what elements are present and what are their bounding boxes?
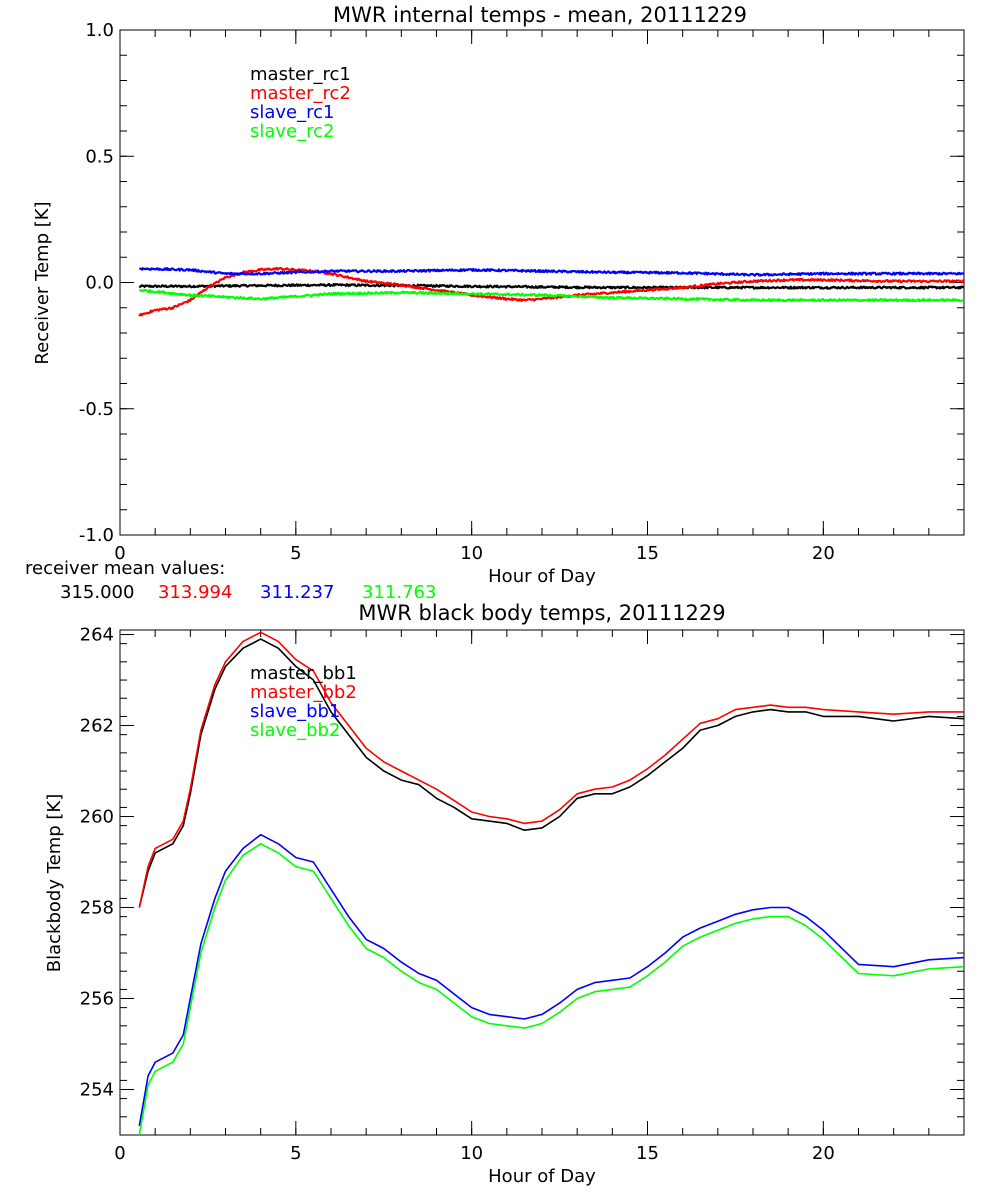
series-line-slave_rc1 — [138, 267, 965, 277]
mean-value: 311.237 — [260, 582, 334, 603]
x-tick-label: 0 — [114, 543, 125, 564]
chart-title: MWR black body temps, 20111229 — [358, 601, 725, 625]
legend-entry: slave_bb2 — [250, 720, 340, 741]
legend: master_rc1 master_rc2 slave_rc1 slave_rc… — [250, 64, 351, 142]
mean-values-label: receiver mean values: — [25, 558, 225, 579]
legend-entry: master_rc2 — [250, 83, 351, 104]
y-tick-label: 0.5 — [85, 146, 114, 167]
x-axis-label: Hour of Day — [488, 1166, 596, 1187]
x-axis-ticks: 0 5 10 15 20 — [114, 630, 965, 1164]
series-line-slave_bb2 — [138, 842, 965, 1136]
y-tick-label: -0.5 — [79, 399, 114, 420]
legend-entry: master_bb2 — [250, 682, 357, 703]
y-axis-ticks: 254 256 258 260 262 264 — [80, 625, 964, 1136]
mean-value: 315.000 — [60, 582, 134, 603]
series-line-master_rc1 — [138, 283, 965, 290]
y-tick-label: 254 — [80, 1080, 114, 1101]
series-line-master_bb2 — [138, 631, 964, 908]
series-line-master_bb1 — [138, 638, 965, 908]
series-lines — [138, 266, 965, 317]
y-tick-label: 0.0 — [85, 273, 114, 294]
series-line-slave_rc2 — [139, 288, 965, 303]
x-tick-label: 15 — [636, 543, 659, 564]
y-tick-label: 256 — [80, 989, 114, 1010]
x-tick-label: 10 — [460, 543, 483, 564]
series-lines — [138, 631, 965, 1136]
x-tick-label: 20 — [812, 543, 835, 564]
mean-value: 311.763 — [362, 582, 436, 603]
legend-entry: master_rc1 — [250, 64, 351, 85]
legend-entry: master_bb1 — [250, 663, 357, 684]
y-axis-label: Receiver Temp [K] — [32, 201, 53, 364]
legend-entry: slave_rc1 — [250, 102, 335, 123]
series-line-master_rc2 — [138, 266, 965, 317]
x-axis-label: Hour of Day — [488, 566, 596, 587]
chart-title: MWR internal temps - mean, 20111229 — [333, 3, 747, 27]
mean-values: 315.000 313.994 311.237 311.763 — [60, 582, 436, 603]
legend: master_bb1 master_bb2 slave_bb1 slave_bb… — [250, 663, 357, 741]
y-axis-label: Blackbody Temp [K] — [44, 794, 65, 972]
x-tick-label: 0 — [114, 1143, 125, 1164]
mean-value: 313.994 — [158, 582, 232, 603]
x-axis-ticks: 0 5 10 15 20 — [114, 30, 965, 564]
x-tick-label: 5 — [290, 1143, 301, 1164]
legend-entry: slave_rc2 — [250, 121, 335, 142]
receiver-temp-chart: MWR internal temps - mean, 20111229 -1.0… — [25, 3, 965, 603]
y-tick-label: -1.0 — [79, 525, 114, 546]
y-tick-label: 1.0 — [85, 20, 114, 41]
x-tick-label: 20 — [812, 1143, 835, 1164]
y-tick-label: 264 — [80, 625, 114, 646]
y-tick-label: 262 — [80, 716, 114, 737]
x-tick-label: 15 — [636, 1143, 659, 1164]
blackbody-temp-chart: MWR black body temps, 20111229 254 256 258… — [44, 601, 965, 1187]
y-tick-label: 260 — [80, 807, 114, 828]
x-tick-label: 10 — [460, 1143, 483, 1164]
x-tick-label: 5 — [290, 543, 301, 564]
legend-entry: slave_bb1 — [250, 701, 340, 722]
y-axis-ticks: -1.0 -0.5 0.0 0.5 1.0 — [79, 20, 964, 546]
series-line-slave_bb1 — [138, 833, 965, 1127]
y-tick-label: 258 — [80, 898, 114, 919]
